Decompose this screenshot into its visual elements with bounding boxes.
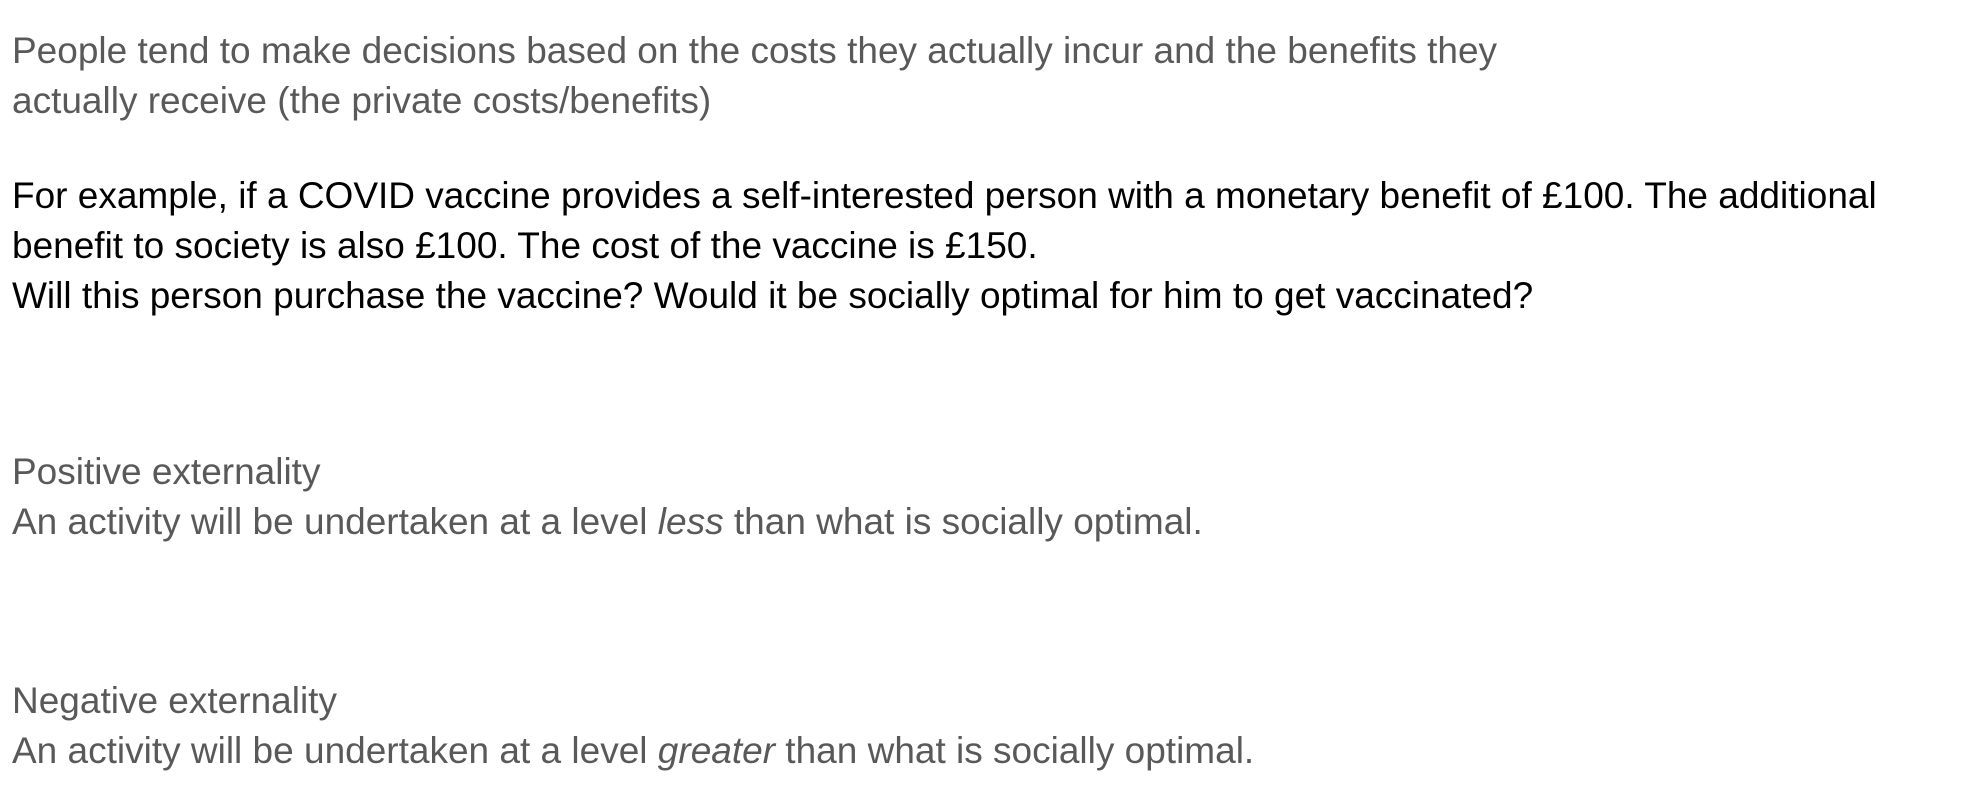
positive-emphasis: less bbox=[657, 501, 724, 542]
positive-externality-heading: Positive externality bbox=[12, 451, 321, 492]
intro-line-1: People tend to make decisions based on t… bbox=[12, 30, 1498, 71]
example-line-2: benefit to society is also £100. The cos… bbox=[12, 225, 1038, 266]
negative-externality-definition: An activity will be undertaken at a leve… bbox=[12, 726, 1254, 776]
negative-emphasis: greater bbox=[657, 730, 776, 771]
negative-externality-heading: Negative externality bbox=[12, 680, 337, 721]
example-question: Will this person purchase the vaccine? W… bbox=[12, 275, 1534, 316]
positive-externality-section: Positive externality An activity will be… bbox=[12, 447, 1203, 547]
positive-externality-definition: An activity will be undertaken at a leve… bbox=[12, 497, 1203, 547]
positive-text-before: An activity will be undertaken at a leve… bbox=[12, 501, 658, 542]
intro-paragraph: People tend to make decisions based on t… bbox=[12, 26, 1497, 126]
negative-externality-section: Negative externality An activity will be… bbox=[12, 676, 1254, 776]
negative-text-before: An activity will be undertaken at a leve… bbox=[12, 730, 658, 771]
example-paragraph: For example, if a COVID vaccine provides… bbox=[12, 171, 1877, 321]
intro-line-2: actually receive (the private costs/bene… bbox=[12, 80, 712, 121]
negative-text-after: than what is socially optimal. bbox=[775, 730, 1255, 771]
example-line-1: For example, if a COVID vaccine provides… bbox=[12, 175, 1877, 216]
positive-text-after: than what is socially optimal. bbox=[723, 501, 1203, 542]
